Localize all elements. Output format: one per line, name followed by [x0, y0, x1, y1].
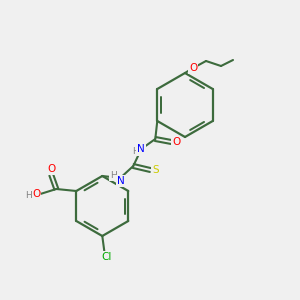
- Text: H: H: [110, 172, 117, 181]
- Text: N: N: [117, 176, 125, 186]
- Text: N: N: [137, 144, 145, 154]
- Text: O: O: [47, 164, 56, 174]
- Text: O: O: [172, 137, 180, 147]
- Text: Cl: Cl: [101, 252, 112, 262]
- Text: H: H: [132, 146, 139, 155]
- Text: O: O: [32, 189, 41, 199]
- Text: O: O: [189, 63, 197, 73]
- Text: S: S: [152, 165, 159, 175]
- Text: H: H: [25, 191, 32, 200]
